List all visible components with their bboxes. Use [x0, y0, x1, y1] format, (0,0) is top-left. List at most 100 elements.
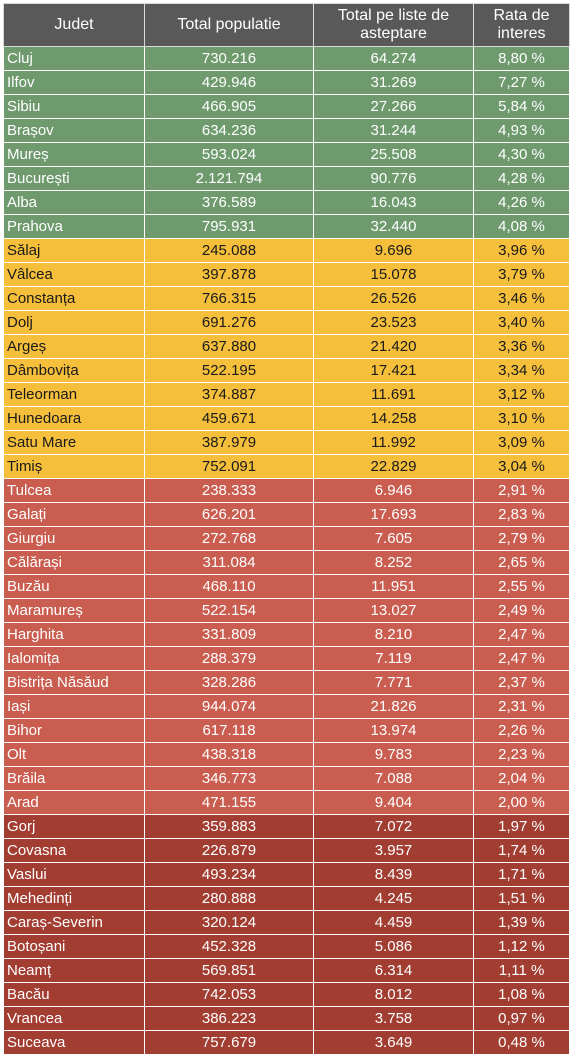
- cell-total-populatie: 691.276: [144, 310, 314, 335]
- cell-judet: Vrancea: [3, 1006, 145, 1031]
- cell-total-liste: 11.992: [313, 430, 474, 455]
- cell-judet: Cluj: [3, 46, 145, 71]
- table-row: Timiș 752.091 22.829 3,04 %: [3, 454, 570, 479]
- table-row: Mehedinți 280.888 4.245 1,51 %: [3, 886, 570, 911]
- cell-rata-interes: 4,93 %: [473, 118, 570, 143]
- cell-total-populatie: 376.589: [144, 190, 314, 215]
- cell-total-populatie: 522.154: [144, 598, 314, 623]
- table-row: Sibiu 466.905 27.266 5,84 %: [3, 94, 570, 119]
- cell-total-populatie: 730.216: [144, 46, 314, 71]
- cell-total-populatie: 320.124: [144, 910, 314, 935]
- cell-rata-interes: 1,74 %: [473, 838, 570, 863]
- table-row: Botoșani 452.328 5.086 1,12 %: [3, 934, 570, 959]
- cell-total-populatie: 374.887: [144, 382, 314, 407]
- cell-rata-interes: 3,34 %: [473, 358, 570, 383]
- cell-rata-interes: 1,39 %: [473, 910, 570, 935]
- cell-total-populatie: 471.155: [144, 790, 314, 815]
- cell-total-liste: 7.072: [313, 814, 474, 839]
- table-row: Bistrița Năsăud 328.286 7.771 2,37 %: [3, 670, 570, 695]
- table-row: Sălaj 245.088 9.696 3,96 %: [3, 238, 570, 263]
- cell-total-liste: 27.266: [313, 94, 474, 119]
- cell-rata-interes: 2,55 %: [473, 574, 570, 599]
- cell-rata-interes: 1,11 %: [473, 958, 570, 983]
- cell-rata-interes: 0,48 %: [473, 1030, 570, 1055]
- cell-total-populatie: 593.024: [144, 142, 314, 167]
- table-row: Tulcea 238.333 6.946 2,91 %: [3, 478, 570, 503]
- cell-rata-interes: 2,79 %: [473, 526, 570, 551]
- cell-total-populatie: 226.879: [144, 838, 314, 863]
- table-row: Teleorman 374.887 11.691 3,12 %: [3, 382, 570, 407]
- table-row: Bihor 617.118 13.974 2,26 %: [3, 718, 570, 743]
- cell-total-liste: 90.776: [313, 166, 474, 191]
- cell-judet: Dâmbovița: [3, 358, 145, 383]
- cell-total-liste: 31.269: [313, 70, 474, 95]
- cell-total-liste: 17.693: [313, 502, 474, 527]
- cell-rata-interes: 3,40 %: [473, 310, 570, 335]
- cell-total-populatie: 387.979: [144, 430, 314, 455]
- cell-total-liste: 6.314: [313, 958, 474, 983]
- cell-judet: Olt: [3, 742, 145, 767]
- cell-total-populatie: 328.286: [144, 670, 314, 695]
- cell-judet: Buzău: [3, 574, 145, 599]
- cell-total-liste: 3.957: [313, 838, 474, 863]
- cell-rata-interes: 8,80 %: [473, 46, 570, 71]
- cell-total-liste: 3.758: [313, 1006, 474, 1031]
- cell-total-populatie: 522.195: [144, 358, 314, 383]
- cell-total-liste: 16.043: [313, 190, 474, 215]
- cell-judet: Giurgiu: [3, 526, 145, 551]
- cell-rata-interes: 0,97 %: [473, 1006, 570, 1031]
- table-body: Cluj 730.216 64.274 8,80 % Ilfov 429.946 31.26…: [3, 46, 570, 1055]
- cell-total-populatie: 2.121.794: [144, 166, 314, 191]
- cell-judet: Bistrița Năsăud: [3, 670, 145, 695]
- table-row: Hunedoara 459.671 14.258 3,10 %: [3, 406, 570, 431]
- cell-total-populatie: 466.905: [144, 94, 314, 119]
- cell-rata-interes: 3,96 %: [473, 238, 570, 263]
- cell-total-liste: 13.974: [313, 718, 474, 743]
- cell-total-liste: 31.244: [313, 118, 474, 143]
- cell-rata-interes: 2,83 %: [473, 502, 570, 527]
- cell-total-liste: 4.459: [313, 910, 474, 935]
- header-total-liste: Total pe liste de asteptare: [313, 3, 474, 47]
- cell-total-liste: 6.946: [313, 478, 474, 503]
- cell-rata-interes: 2,26 %: [473, 718, 570, 743]
- table-row: Dolj 691.276 23.523 3,40 %: [3, 310, 570, 335]
- header-total-populatie: Total populatie: [144, 3, 314, 47]
- table-row: Covasna 226.879 3.957 1,74 %: [3, 838, 570, 863]
- cell-total-liste: 32.440: [313, 214, 474, 239]
- table-row: Vaslui 493.234 8.439 1,71 %: [3, 862, 570, 887]
- cell-rata-interes: 1,12 %: [473, 934, 570, 959]
- cell-judet: Tulcea: [3, 478, 145, 503]
- cell-total-populatie: 272.768: [144, 526, 314, 551]
- cell-total-populatie: 359.883: [144, 814, 314, 839]
- cell-total-liste: 9.783: [313, 742, 474, 767]
- cell-judet: Sibiu: [3, 94, 145, 119]
- cell-judet: Satu Mare: [3, 430, 145, 455]
- cell-total-populatie: 468.110: [144, 574, 314, 599]
- cell-total-liste: 9.696: [313, 238, 474, 263]
- cell-total-liste: 3.649: [313, 1030, 474, 1055]
- table-row: Cluj 730.216 64.274 8,80 %: [3, 46, 570, 71]
- cell-total-populatie: 742.053: [144, 982, 314, 1007]
- table-row: Bacău 742.053 8.012 1,08 %: [3, 982, 570, 1007]
- cell-judet: Ialomița: [3, 646, 145, 671]
- cell-judet: Harghita: [3, 622, 145, 647]
- cell-total-populatie: 386.223: [144, 1006, 314, 1031]
- cell-total-populatie: 626.201: [144, 502, 314, 527]
- cell-rata-interes: 5,84 %: [473, 94, 570, 119]
- cell-total-populatie: 346.773: [144, 766, 314, 791]
- cell-total-populatie: 331.809: [144, 622, 314, 647]
- cell-total-liste: 17.421: [313, 358, 474, 383]
- table-row: Iași 944.074 21.826 2,31 %: [3, 694, 570, 719]
- table-row: Dâmbovița 522.195 17.421 3,34 %: [3, 358, 570, 383]
- cell-judet: Bacău: [3, 982, 145, 1007]
- cell-total-liste: 7.771: [313, 670, 474, 695]
- cell-total-populatie: 452.328: [144, 934, 314, 959]
- cell-rata-interes: 3,04 %: [473, 454, 570, 479]
- cell-judet: Constanța: [3, 286, 145, 311]
- cell-rata-interes: 2,31 %: [473, 694, 570, 719]
- cell-total-liste: 11.691: [313, 382, 474, 407]
- table-row: Constanța 766.315 26.526 3,46 %: [3, 286, 570, 311]
- cell-total-populatie: 766.315: [144, 286, 314, 311]
- table-row: Argeș 637.880 21.420 3,36 %: [3, 334, 570, 359]
